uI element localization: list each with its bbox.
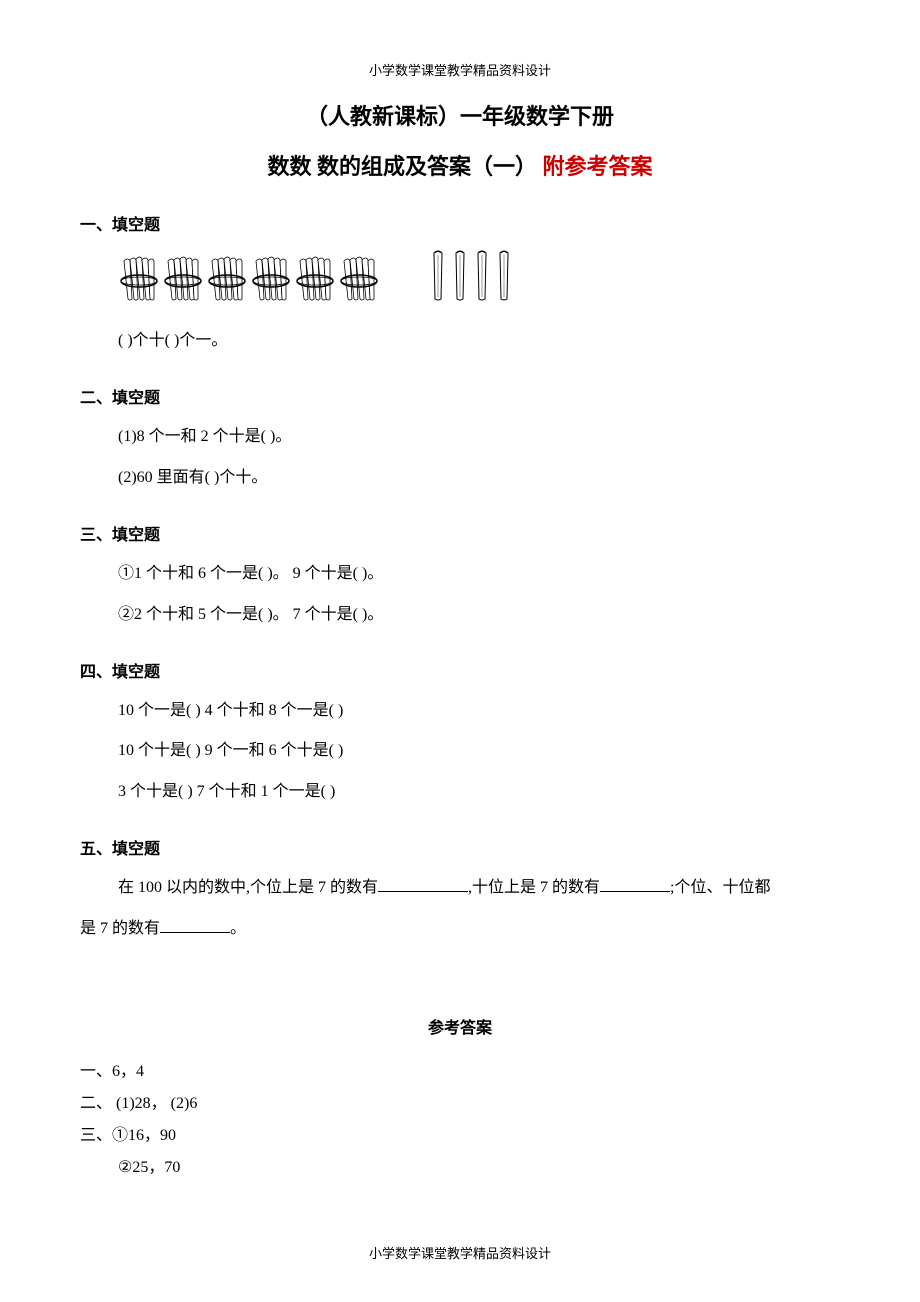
- answers-title: 参考答案: [80, 1014, 840, 1038]
- stick-icon: [452, 249, 468, 306]
- section-3-line-1: ①1 个十和 6 个一是( )。 9 个十是( )。: [118, 559, 840, 589]
- section-5-line2-prefix: 是 7 的数有: [80, 920, 160, 937]
- section-5-mid2: ;个位、十位都: [670, 879, 770, 896]
- section-5-line-1: 在 100 以内的数中,个位上是 7 的数有 ,十位上是 7 的数有 ;个位、十位都: [118, 873, 840, 903]
- bundle-icon: [338, 253, 380, 303]
- page-footer: 小学数学课堂教学精品资料设计: [0, 1243, 920, 1262]
- section-5-line-2: 是 7 的数有 。: [80, 914, 840, 944]
- bundles-group: [118, 253, 380, 303]
- bundle-icon: [294, 253, 336, 303]
- section-2-line-1: (1)8 个一和 2 个十是( )。: [118, 422, 840, 452]
- answer-3b: ②25，70: [118, 1152, 840, 1184]
- subtitle-red-part: 附参考答案: [543, 154, 653, 179]
- section-4-line-3: 3 个十是( ) 7 个十和 1 个一是( ): [118, 777, 840, 807]
- section-2: 二、填空题 (1)8 个一和 2 个十是( )。 (2)60 里面有( )个十。: [80, 384, 840, 493]
- answer-1: 一、6，4: [80, 1056, 840, 1088]
- blank-2: [600, 875, 670, 893]
- section-3-heading: 三、填空题: [80, 521, 840, 545]
- stick-icon: [474, 249, 490, 306]
- section-5-mid1: ,十位上是 7 的数有: [468, 879, 600, 896]
- section-5-prefix: 在 100 以内的数中,个位上是 7 的数有: [118, 879, 378, 896]
- section-4-heading: 四、填空题: [80, 658, 840, 682]
- section-1-heading: 一、填空题: [80, 211, 840, 235]
- page-header: 小学数学课堂教学精品资料设计: [80, 60, 840, 79]
- section-4-line-2: 10 个十是( ) 9 个一和 6 个十是( ): [118, 736, 840, 766]
- section-5-heading: 五、填空题: [80, 835, 840, 859]
- bundle-icon: [118, 253, 160, 303]
- answer-2: 二、 (1)28， (2)6: [80, 1088, 840, 1120]
- bundle-icon: [162, 253, 204, 303]
- section-2-heading: 二、填空题: [80, 384, 840, 408]
- subtitle: 数数 数的组成及答案（一） 附参考答案: [80, 149, 840, 181]
- section-3-line-2: ②2 个十和 5 个一是( )。 7 个十是( )。: [118, 600, 840, 630]
- section-4-line-1: 10 个一是( ) 4 个十和 8 个一是( ): [118, 696, 840, 726]
- blank-3: [160, 915, 230, 933]
- section-1: 一、填空题: [80, 211, 840, 356]
- section-3: 三、填空题 ①1 个十和 6 个一是( )。 9 个十是( )。 ②2 个十和 …: [80, 521, 840, 630]
- section-5-line2-suffix: 。: [230, 920, 246, 937]
- sticks-group: [430, 249, 512, 306]
- section-5: 五、填空题 在 100 以内的数中,个位上是 7 的数有 ,十位上是 7 的数有;…: [80, 835, 840, 944]
- main-title: （人教新课标）一年级数学下册: [80, 99, 840, 131]
- bundle-icon: [206, 253, 248, 303]
- bundle-icon: [250, 253, 292, 303]
- section-4: 四、填空题 10 个一是( ) 4 个十和 8 个一是( ) 10 个十是( )…: [80, 658, 840, 807]
- section-1-images: [118, 249, 840, 306]
- section-2-line-2: (2)60 里面有( )个十。: [118, 463, 840, 493]
- stick-icon: [496, 249, 512, 306]
- subtitle-black-part: 数数 数的组成及答案（一）: [267, 154, 537, 179]
- section-1-line-1: ( )个十( )个一。: [118, 326, 840, 356]
- answer-3: 三、①16，90: [80, 1120, 840, 1152]
- stick-icon: [430, 249, 446, 306]
- blank-1: [378, 875, 468, 893]
